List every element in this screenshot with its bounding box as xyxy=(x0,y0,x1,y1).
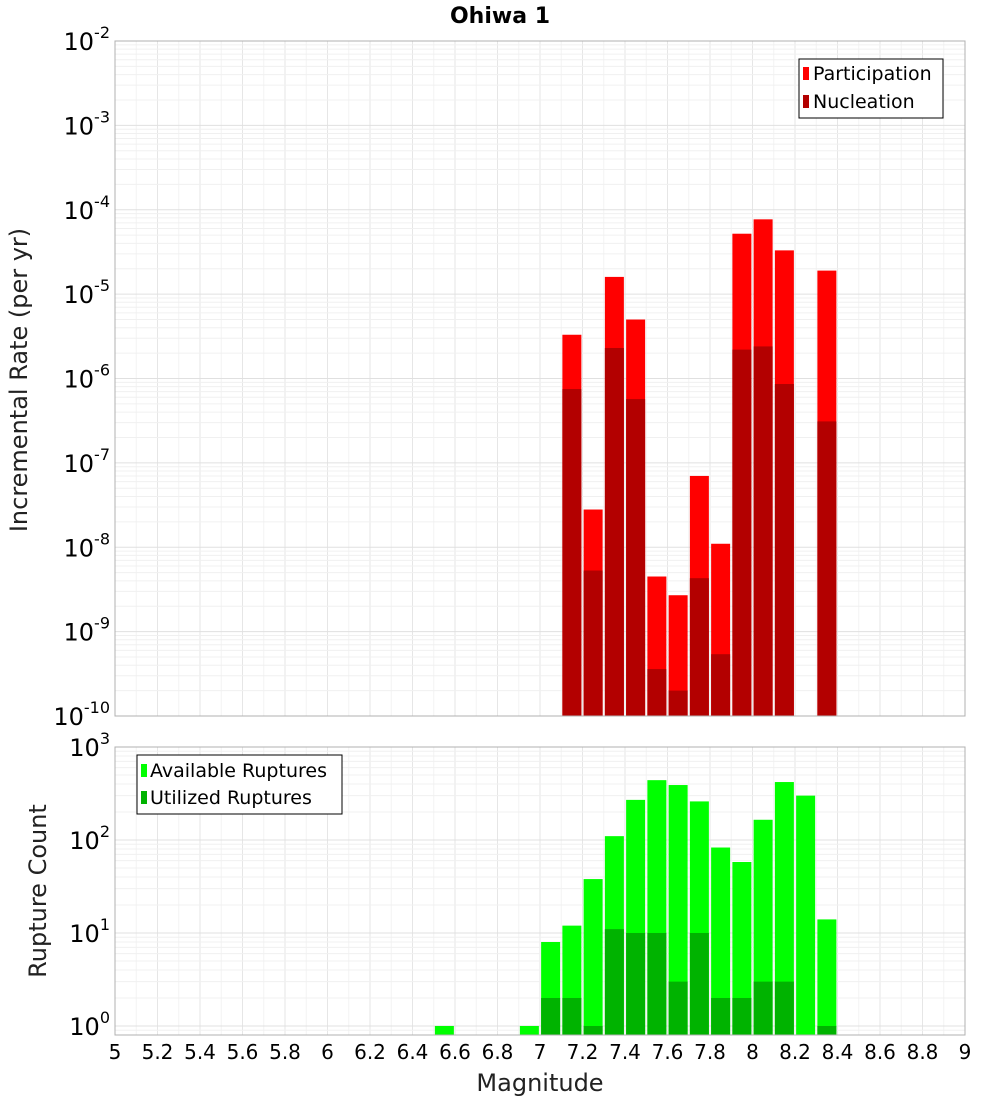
utilized-ruptures-bar xyxy=(626,932,646,1035)
x-tick-label: 5.4 xyxy=(184,1040,216,1064)
x-tick-label: 5.6 xyxy=(227,1040,259,1064)
x-axis-label: Magnitude xyxy=(476,1069,603,1097)
available-ruptures-bar xyxy=(817,919,837,1035)
utilized-ruptures-bar xyxy=(753,981,773,1035)
y-tick-label: 10-2 xyxy=(64,23,111,56)
nucleation-bar xyxy=(668,690,688,716)
nucleation-bar xyxy=(689,578,709,716)
x-tick-labels: 5 5.2 5.4 5.6 5.8 6 6.2 6.4 6.6 6.8 7 7.2 7.4 7.6 7.8 8… xyxy=(109,1040,972,1064)
x-tick-label: 6.6 xyxy=(439,1040,471,1064)
x-tick-label: 5 xyxy=(109,1040,122,1064)
available-ruptures-bar xyxy=(732,861,752,1035)
x-tick-label: 5.8 xyxy=(269,1040,301,1064)
x-tick-label: 5.2 xyxy=(142,1040,174,1064)
chart-title: Ohiwa 1 xyxy=(450,4,550,29)
x-tick-label: 6.2 xyxy=(354,1040,386,1064)
available-ruptures-bar xyxy=(583,879,603,1035)
nucleation-bar xyxy=(753,346,773,716)
utilized-ruptures-bar xyxy=(668,981,688,1035)
available-ruptures-bar xyxy=(796,795,816,1035)
nucleation-bar xyxy=(647,669,667,716)
y-tick-label: 10-9 xyxy=(64,614,111,647)
top-y-tick-labels: 10-10 10-9 10-8 10-7 10-6 10-5 10-4 10-3 10-2 xyxy=(53,23,110,731)
x-tick-label: 6.8 xyxy=(482,1040,514,1064)
legend-swatch-utilized xyxy=(141,791,147,804)
top-y-axis-label: Incremental Rate (per yr) xyxy=(5,228,33,532)
x-tick-label: 7.4 xyxy=(609,1040,641,1064)
x-tick-label: 7.8 xyxy=(694,1040,726,1064)
available-ruptures-bar xyxy=(711,847,731,1035)
participation-bar xyxy=(668,595,688,716)
x-tick-label: 8.8 xyxy=(907,1040,939,1064)
available-ruptures-bar xyxy=(774,782,794,1035)
top-panel-bars xyxy=(562,219,837,717)
nucleation-bar xyxy=(562,389,582,716)
legend-label-utilized: Utilized Ruptures xyxy=(150,787,312,809)
y-tick-label: 103 xyxy=(69,729,110,762)
y-tick-label: 10-6 xyxy=(64,361,111,394)
x-tick-label: 6 xyxy=(321,1040,334,1064)
y-tick-label: 10-10 xyxy=(53,698,110,731)
utilized-ruptures-bar xyxy=(647,932,667,1035)
legend-label-available: Available Ruptures xyxy=(150,760,327,782)
bottom-panel-grid xyxy=(114,747,966,1036)
available-ruptures-bar xyxy=(668,785,688,1035)
x-tick-label: 7.6 xyxy=(652,1040,684,1064)
nucleation-bar xyxy=(732,349,752,716)
x-tick-label: 8.6 xyxy=(864,1040,896,1064)
legend-swatch-available xyxy=(141,764,147,777)
x-tick-label: 6.4 xyxy=(397,1040,429,1064)
y-tick-label: 10-3 xyxy=(64,107,111,140)
nucleation-bar xyxy=(711,654,731,716)
y-tick-label: 100 xyxy=(69,1008,110,1041)
x-tick-label: 8.2 xyxy=(779,1040,811,1064)
nucleation-bar xyxy=(626,399,646,716)
nucleation-bar xyxy=(817,421,837,716)
available-ruptures-bar xyxy=(519,1025,539,1035)
y-tick-label: 10-5 xyxy=(64,276,111,309)
y-tick-label: 10-4 xyxy=(64,192,111,225)
utilized-ruptures-bar xyxy=(774,981,794,1035)
y-tick-label: 10-8 xyxy=(64,529,111,562)
bottom-y-tick-labels: 100 101 102 103 xyxy=(69,729,110,1041)
y-tick-label: 102 xyxy=(69,822,110,855)
utilized-ruptures-bar xyxy=(604,929,624,1035)
top-panel-grid xyxy=(114,41,966,717)
top-plot-frame xyxy=(114,40,966,717)
x-tick-label: 7 xyxy=(534,1040,547,1064)
nucleation-bar xyxy=(604,347,624,716)
x-tick-label: 8 xyxy=(746,1040,759,1064)
utilized-ruptures-bar xyxy=(711,997,731,1035)
x-tick-label: 8.4 xyxy=(822,1040,854,1064)
utilized-ruptures-bar xyxy=(689,932,709,1035)
y-tick-label: 10-7 xyxy=(64,445,111,478)
x-tick-label: 9 xyxy=(959,1040,972,1064)
bottom-y-axis-label: Rupture Count xyxy=(24,804,52,978)
utilized-ruptures-bar xyxy=(732,997,752,1035)
nucleation-bar xyxy=(774,384,794,716)
top-legend: Participation Nucleation xyxy=(798,58,944,119)
x-tick-label: 7.2 xyxy=(567,1040,599,1064)
bottom-legend: Available Ruptures Utilized Ruptures xyxy=(136,754,343,815)
legend-label-nucleation: Nucleation xyxy=(813,91,915,113)
utilized-ruptures-bar xyxy=(583,1025,603,1035)
utilized-ruptures-bar xyxy=(817,1025,837,1035)
bottom-panel-bars xyxy=(434,780,837,1035)
utilized-ruptures-bar xyxy=(562,997,582,1035)
legend-label-participation: Participation xyxy=(813,63,932,85)
nucleation-bar xyxy=(583,570,603,716)
legend-swatch-nucleation xyxy=(803,95,809,108)
legend-swatch-participation xyxy=(803,67,809,80)
utilized-ruptures-bar xyxy=(541,997,561,1035)
available-ruptures-bar xyxy=(753,819,773,1035)
y-tick-label: 101 xyxy=(69,915,110,948)
bottom-plot-frame xyxy=(114,746,966,1036)
available-ruptures-bar xyxy=(434,1025,454,1035)
